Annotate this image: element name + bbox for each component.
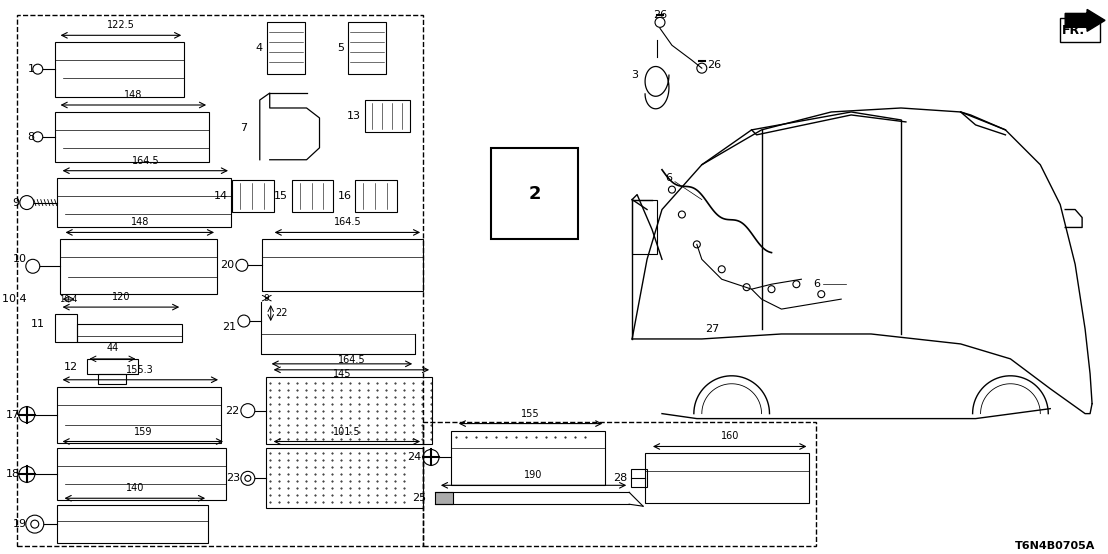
Text: 25: 25 xyxy=(412,493,427,503)
Text: 17: 17 xyxy=(6,409,20,419)
Text: 10 4: 10 4 xyxy=(2,294,27,304)
Bar xyxy=(423,422,817,546)
Bar xyxy=(99,374,126,384)
Text: 6: 6 xyxy=(666,173,673,183)
Bar xyxy=(356,179,397,212)
Bar xyxy=(266,449,423,508)
Text: 15: 15 xyxy=(274,191,288,201)
Bar xyxy=(451,430,605,485)
Bar xyxy=(54,42,184,97)
Text: 23: 23 xyxy=(226,473,239,483)
Text: 13: 13 xyxy=(347,111,361,121)
Bar xyxy=(86,359,138,374)
Text: 164.5: 164.5 xyxy=(338,355,366,365)
Text: 22: 22 xyxy=(226,406,239,416)
Bar xyxy=(261,239,423,291)
Bar xyxy=(632,469,647,488)
Text: 164.5: 164.5 xyxy=(132,156,160,166)
Text: 44: 44 xyxy=(106,343,119,353)
Text: 160: 160 xyxy=(720,432,739,442)
Bar xyxy=(645,453,809,503)
Text: 4: 4 xyxy=(256,43,263,53)
Text: 21: 21 xyxy=(222,322,236,332)
Text: 26: 26 xyxy=(707,60,721,70)
Bar xyxy=(348,22,387,74)
Text: 155.3: 155.3 xyxy=(126,365,154,375)
Text: 2: 2 xyxy=(529,184,541,203)
Bar xyxy=(267,22,305,74)
Bar xyxy=(57,387,220,444)
Text: 10.4: 10.4 xyxy=(60,295,78,304)
Bar xyxy=(633,199,657,254)
Text: 20: 20 xyxy=(219,260,234,270)
Text: 3: 3 xyxy=(632,70,638,80)
Bar xyxy=(491,148,578,239)
Text: 12: 12 xyxy=(63,362,78,372)
Text: 22: 22 xyxy=(276,308,288,318)
Text: 8: 8 xyxy=(28,132,34,142)
Text: 27: 27 xyxy=(705,324,719,334)
Bar xyxy=(435,493,453,504)
FancyArrow shape xyxy=(1065,9,1105,32)
Text: 9: 9 xyxy=(264,294,269,303)
Text: 120: 120 xyxy=(112,292,130,302)
Text: 148: 148 xyxy=(124,90,143,100)
Bar xyxy=(291,179,334,212)
Text: 5: 5 xyxy=(338,43,345,53)
Text: 9: 9 xyxy=(12,198,20,208)
Text: 18: 18 xyxy=(6,469,20,479)
Text: 122.5: 122.5 xyxy=(107,20,135,30)
Bar xyxy=(17,16,423,546)
Bar xyxy=(76,324,182,342)
Bar xyxy=(366,100,410,132)
Bar xyxy=(266,377,432,444)
Text: 155: 155 xyxy=(521,409,540,419)
Text: 11: 11 xyxy=(31,319,44,329)
Text: 26: 26 xyxy=(653,11,667,20)
Text: 140: 140 xyxy=(125,483,144,493)
Bar xyxy=(57,178,230,228)
Text: 10: 10 xyxy=(13,254,27,264)
Text: 7: 7 xyxy=(239,123,247,133)
Bar xyxy=(57,449,226,500)
Text: 145: 145 xyxy=(332,369,351,379)
Bar xyxy=(57,505,208,543)
Text: T6N4B0705A: T6N4B0705A xyxy=(1015,541,1095,551)
Bar xyxy=(1060,18,1100,42)
Text: 19: 19 xyxy=(12,519,27,529)
Bar xyxy=(54,112,209,162)
Bar xyxy=(60,239,217,294)
Text: 1: 1 xyxy=(28,64,34,74)
Text: 6: 6 xyxy=(813,279,820,289)
Text: 16: 16 xyxy=(337,191,351,201)
Text: 28: 28 xyxy=(613,473,627,483)
Text: 190: 190 xyxy=(524,470,543,480)
Text: 14: 14 xyxy=(214,191,228,201)
Bar xyxy=(232,179,274,212)
Bar xyxy=(54,314,76,342)
Text: 24: 24 xyxy=(407,453,421,463)
Text: 101.5: 101.5 xyxy=(334,427,361,437)
Text: 159: 159 xyxy=(134,427,152,437)
Text: FR.: FR. xyxy=(1063,24,1086,37)
Text: 148: 148 xyxy=(131,218,148,228)
Text: 164.5: 164.5 xyxy=(334,218,361,228)
